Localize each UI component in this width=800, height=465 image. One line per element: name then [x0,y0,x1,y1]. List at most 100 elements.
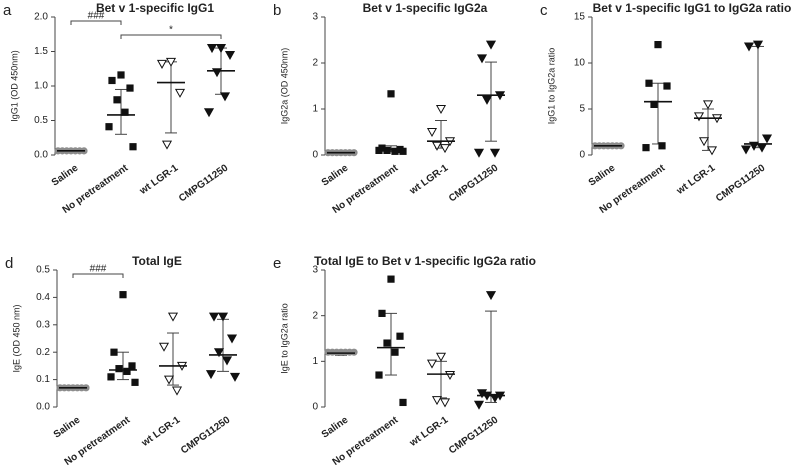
point [350,348,358,356]
point [121,108,129,116]
y-axis-label: IgG1 to IgG2a ratio [546,48,556,125]
point [439,398,451,408]
y-tick-label: 0 [312,150,318,161]
point [383,146,391,154]
point [645,79,653,87]
y-tick-label: 0.2 [36,347,50,358]
panel-label: b [273,2,281,19]
y-tick-label: 1 [312,356,318,367]
x-tick-label: CMPG11250 [179,414,233,456]
x-tick-label: wt LGR-1 [407,414,450,449]
x-tick-label: Saline [320,414,351,440]
point [444,371,456,381]
point [489,148,501,158]
x-tick-label: CMPG11250 [447,414,501,456]
point [171,386,183,396]
point [391,147,399,155]
point [743,42,755,52]
point [213,348,225,358]
y-tick-label: 2 [312,58,318,69]
point [473,148,485,158]
point [650,100,658,108]
point [706,146,718,156]
point [163,375,175,385]
significance-bracket [120,34,222,39]
y-tick-label: 0 [312,402,318,413]
y-tick-label: 3 [312,265,318,276]
point [481,95,493,105]
point [131,378,139,386]
significance-label: * [169,25,173,36]
x-tick-label: CMPG11250 [177,162,231,204]
significance-label: ### [90,264,107,275]
chart-title: Bet v 1-specific IgG1 [96,1,214,15]
panel: d Total IgE IgE (OD 450 nm) 0.0 0.1 0.2 0.3 0.4… [5,254,241,465]
point [107,373,115,381]
y-axis-label: IgE to IgG2a ratio [279,303,289,374]
point [119,291,127,299]
y-tick-label: 0.1 [36,374,50,385]
point [115,365,123,373]
point [702,100,714,110]
point [439,144,451,154]
point [215,44,227,54]
point [383,339,391,347]
y-tick-label: 2 [312,310,318,321]
point [110,348,118,356]
point [431,396,443,406]
point [378,309,386,317]
point [161,140,173,150]
point [663,82,671,90]
point [431,141,443,151]
x-tick-label: wt LGR-1 [137,162,180,197]
y-axis-label: IgG1 (OD 450nm) [9,50,19,122]
point [229,372,241,382]
point [391,348,399,356]
point [174,88,186,98]
point [156,59,168,69]
y-tick-label: 1.0 [34,81,48,92]
point [435,105,447,115]
chart-title: Total IgE to Bet v 1-specific IgG2a rati… [314,254,536,268]
y-axis-label: IgE (OD 450 nm) [11,304,21,372]
point [426,128,438,138]
y-tick-label: 0.3 [36,319,50,330]
y-tick-label: 1.5 [34,46,48,57]
y-tick-label: 1 [312,104,318,115]
point [167,312,179,322]
point [224,50,236,60]
significance-bracket [72,273,124,278]
chart-title: Total IgE [132,254,182,268]
point [740,145,752,155]
point [698,137,710,147]
y-tick-label: 0 [579,150,585,161]
y-tick-label: 0.0 [36,402,50,413]
point [476,54,488,64]
point [693,112,705,122]
point [217,312,229,322]
significance-bracket [70,20,122,25]
x-tick-label: wt LGR-1 [407,162,450,197]
point [426,359,438,369]
point [123,367,131,375]
point [203,108,215,118]
point [129,143,137,151]
point [158,342,170,352]
x-tick-label: CMPG11250 [447,162,501,204]
x-tick-label: wt LGR-1 [674,162,717,197]
y-tick-label: 10 [574,58,586,69]
y-tick-label: 2.0 [34,12,48,23]
point [387,90,395,98]
y-tick-label: 0.5 [34,115,48,126]
point [435,352,447,362]
point [485,40,497,50]
y-tick-label: 0.4 [36,292,50,303]
point [375,371,383,379]
point [485,291,497,301]
point [642,144,650,152]
point [126,84,134,92]
x-tick-label: Saline [50,162,81,188]
y-tick-label: 5 [579,104,585,115]
y-tick-label: 15 [574,12,586,23]
